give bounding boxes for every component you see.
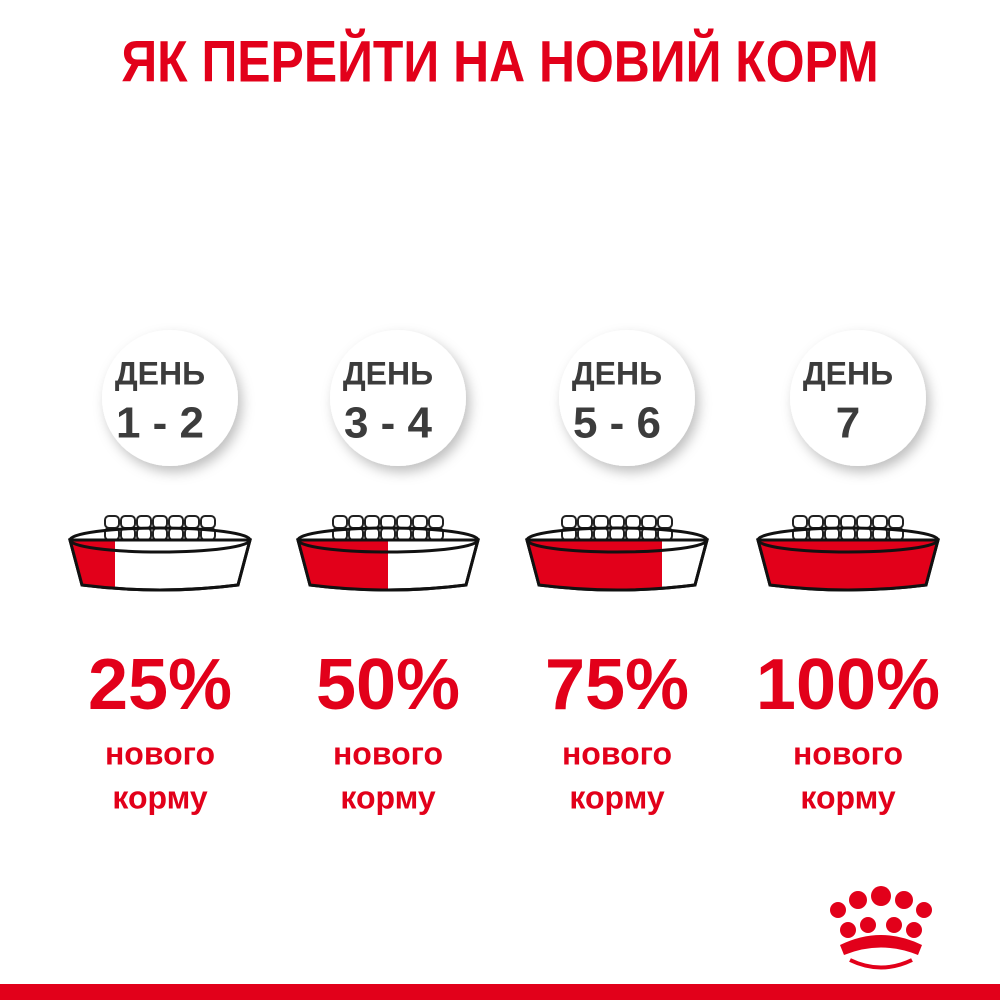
bowl-rim bbox=[296, 526, 480, 554]
percent-label: 50% bbox=[316, 645, 460, 725]
kibble bbox=[824, 515, 840, 529]
day-label: ДЕНЬ bbox=[572, 355, 662, 391]
kibble bbox=[332, 515, 348, 529]
kibble bbox=[872, 515, 888, 529]
bowl bbox=[68, 515, 252, 592]
day-circle bbox=[102, 330, 238, 466]
kibble bbox=[657, 515, 673, 529]
kibble bbox=[840, 527, 856, 541]
new-food-share bbox=[298, 540, 388, 590]
bowl bbox=[756, 515, 940, 592]
bowl-rim bbox=[525, 526, 709, 554]
kibble bbox=[808, 515, 824, 529]
day-circle bbox=[330, 330, 466, 466]
kibble bbox=[348, 515, 364, 529]
day-range: 1 - 2 bbox=[116, 399, 204, 448]
caption: нового bbox=[333, 735, 443, 771]
kibble bbox=[625, 515, 641, 529]
kibble bbox=[152, 515, 168, 529]
kibble bbox=[200, 515, 216, 529]
kibble bbox=[792, 515, 808, 529]
day-circle bbox=[790, 330, 926, 466]
kibble bbox=[609, 527, 625, 541]
kibble bbox=[840, 515, 856, 529]
day-circle bbox=[559, 330, 695, 466]
logo bbox=[830, 886, 932, 970]
kibble bbox=[609, 515, 625, 529]
percent-label: 25% bbox=[88, 645, 232, 725]
kibble bbox=[104, 515, 120, 529]
kibble bbox=[888, 515, 904, 529]
kibble bbox=[561, 515, 577, 529]
day-label: ДЕНЬ bbox=[115, 355, 205, 391]
kibble bbox=[120, 515, 136, 529]
title: ЯК ПЕРЕЙТИ НА НОВИЙ КОРМ bbox=[121, 29, 878, 94]
day-range: 3 - 4 bbox=[344, 399, 433, 448]
bowl-outline bbox=[296, 538, 480, 592]
bowl bbox=[525, 515, 709, 592]
bowl-outline bbox=[525, 538, 709, 592]
bowl-rim bbox=[68, 526, 252, 554]
kibble bbox=[412, 515, 428, 529]
day-label: ДЕНЬ bbox=[803, 355, 893, 391]
caption: корму bbox=[340, 779, 436, 815]
caption: корму bbox=[569, 779, 665, 815]
caption: корму bbox=[800, 779, 896, 815]
day-range: 7 bbox=[836, 399, 860, 448]
bowl-outline bbox=[756, 538, 940, 592]
kibble bbox=[428, 515, 444, 529]
percent-label: 100% bbox=[756, 645, 940, 725]
caption: нового bbox=[793, 735, 903, 771]
kibble bbox=[577, 515, 593, 529]
day-range: 5 - 6 bbox=[573, 399, 661, 448]
kibble bbox=[364, 515, 380, 529]
kibble bbox=[396, 515, 412, 529]
kibble bbox=[380, 515, 396, 529]
caption: нового bbox=[105, 735, 215, 771]
kibble bbox=[593, 515, 609, 529]
percent-label: 75% bbox=[545, 645, 689, 725]
kibble bbox=[856, 515, 872, 529]
kibble bbox=[380, 527, 396, 541]
kibble bbox=[136, 515, 152, 529]
caption: нового bbox=[562, 735, 672, 771]
day-label: ДЕНЬ bbox=[343, 355, 433, 391]
caption: корму bbox=[112, 779, 208, 815]
bottom-bar bbox=[0, 984, 1000, 1000]
bowl-rim bbox=[756, 526, 940, 554]
kibble bbox=[168, 515, 184, 529]
bowl-outline bbox=[68, 538, 252, 592]
kibble bbox=[641, 515, 657, 529]
bowl bbox=[296, 515, 480, 592]
kibble bbox=[184, 515, 200, 529]
kibble bbox=[152, 527, 168, 541]
